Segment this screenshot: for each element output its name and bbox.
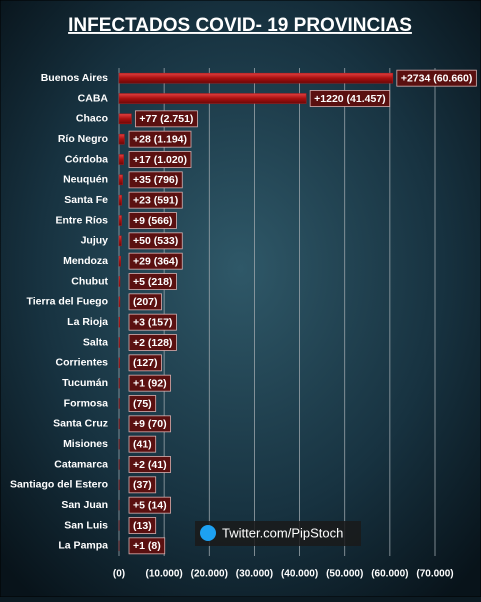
value-label: +35 (796) bbox=[133, 174, 178, 186]
twitter-icon bbox=[200, 525, 216, 541]
y-tick-label: Chaco bbox=[76, 113, 108, 125]
bar bbox=[119, 155, 124, 165]
y-tick-label: San Juan bbox=[61, 499, 108, 511]
bar bbox=[119, 134, 124, 144]
value-label: +9 (566) bbox=[133, 215, 172, 227]
value-label: (13) bbox=[133, 520, 152, 532]
y-tick-label: Jujuy bbox=[81, 235, 109, 247]
bar bbox=[119, 114, 131, 124]
value-label: +29 (364) bbox=[133, 255, 178, 267]
y-tick-label: Formosa bbox=[64, 397, 109, 409]
y-tick-label: Salta bbox=[83, 336, 108, 348]
bar bbox=[119, 277, 120, 287]
x-tick-label: (30.000) bbox=[236, 569, 273, 580]
value-label: (41) bbox=[133, 438, 152, 450]
x-tick-label: (10.000) bbox=[146, 569, 183, 580]
y-tick-label: Chubut bbox=[71, 275, 108, 287]
y-tick-label: Misiones bbox=[63, 438, 108, 450]
x-tick-label: (20.000) bbox=[191, 569, 228, 580]
value-label: +17 (1.020) bbox=[133, 154, 187, 166]
value-label: +3 (157) bbox=[133, 316, 172, 328]
y-tick-label: Santiago del Estero bbox=[10, 479, 108, 491]
bar bbox=[119, 358, 120, 368]
y-tick-label: Catamarca bbox=[54, 458, 108, 470]
value-label: +50 (533) bbox=[133, 235, 178, 247]
bar bbox=[119, 195, 122, 205]
x-tick-label: (0) bbox=[113, 569, 125, 580]
y-tick-label: Santa Cruz bbox=[53, 418, 108, 430]
value-label: +5 (218) bbox=[133, 276, 172, 288]
value-label: (75) bbox=[133, 398, 152, 410]
value-label: +9 (70) bbox=[133, 418, 167, 430]
bar bbox=[119, 338, 120, 348]
bar bbox=[119, 73, 393, 83]
x-tick-label: (50.000) bbox=[326, 569, 363, 580]
value-label: +2734 (60.660) bbox=[401, 72, 473, 84]
bar bbox=[119, 94, 306, 104]
chart-title: INFECTADOS COVID- 19 PROVINCIAS bbox=[68, 15, 412, 36]
x-tick-label: (70.000) bbox=[416, 569, 453, 580]
x-tick-label: (60.000) bbox=[371, 569, 408, 580]
y-tick-label: Río Negro bbox=[58, 133, 108, 145]
y-tick-label: La Pampa bbox=[58, 540, 108, 552]
bar bbox=[119, 317, 120, 327]
y-tick-label: Tierra del Fuego bbox=[27, 296, 109, 308]
y-tick-label: Mendoza bbox=[63, 255, 108, 267]
value-label: (127) bbox=[133, 357, 158, 369]
annotation: Twitter.com/PipStoch bbox=[222, 525, 343, 540]
value-label: (207) bbox=[133, 296, 158, 308]
y-tick-label: Tucumán bbox=[62, 377, 108, 389]
y-tick-label: Buenos Aires bbox=[41, 72, 108, 84]
value-label: +1220 (41.457) bbox=[314, 93, 386, 105]
y-tick-label: Entre Ríos bbox=[55, 214, 108, 226]
bar bbox=[119, 256, 121, 266]
bar bbox=[119, 236, 121, 246]
value-label: +77 (2.751) bbox=[139, 113, 193, 125]
value-label: +1 (92) bbox=[133, 377, 167, 389]
value-label: +23 (591) bbox=[133, 194, 178, 206]
y-tick-label: Santa Fe bbox=[64, 194, 108, 206]
x-tick-label: (40.000) bbox=[281, 569, 318, 580]
value-label: +5 (14) bbox=[133, 499, 167, 511]
y-tick-label: San Luis bbox=[64, 519, 108, 531]
bar bbox=[119, 297, 120, 307]
bar bbox=[119, 216, 122, 226]
value-label: +1 (8) bbox=[133, 540, 161, 552]
y-tick-label: Neuquén bbox=[63, 174, 108, 186]
bar bbox=[119, 175, 123, 185]
y-tick-label: CABA bbox=[78, 92, 109, 104]
y-tick-label: Corrientes bbox=[55, 357, 108, 369]
value-label: +2 (41) bbox=[133, 459, 167, 471]
value-label: (37) bbox=[133, 479, 152, 491]
value-label: +28 (1.194) bbox=[133, 133, 187, 145]
y-tick-label: La Rioja bbox=[67, 316, 108, 328]
y-tick-label: Córdoba bbox=[65, 153, 108, 165]
value-label: +2 (128) bbox=[133, 337, 172, 349]
